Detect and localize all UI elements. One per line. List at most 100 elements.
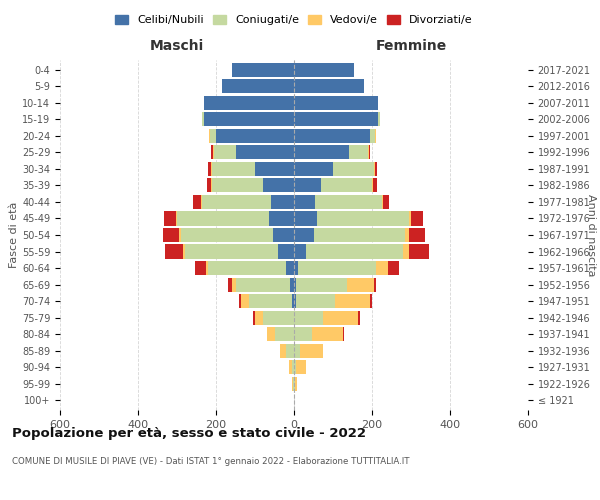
Bar (201, 195, 202, 209)
Bar (292, 376, 293, 390)
Bar (316, 195, 382, 209)
Bar (294, 178, 322, 192)
Bar (292, 360, 294, 374)
Bar (374, 278, 376, 291)
Bar (294, 327, 311, 341)
Bar (211, 146, 213, 160)
Bar (206, 261, 208, 275)
Bar (343, 327, 344, 341)
Y-axis label: Anni di nascita: Anni di nascita (586, 194, 596, 276)
Bar (292, 294, 294, 308)
Bar (177, 212, 269, 226)
Bar (164, 212, 176, 226)
Bar (286, 261, 294, 275)
Bar (212, 162, 255, 176)
Bar (213, 146, 214, 160)
Bar (294, 344, 300, 357)
Bar (271, 195, 294, 209)
Bar (212, 178, 263, 192)
Bar (323, 310, 358, 324)
Bar (375, 162, 377, 176)
Bar (193, 195, 201, 209)
Bar (241, 294, 249, 308)
Bar (210, 129, 216, 143)
Legend: Celibi/Nubili, Coniugati/e, Vedovi/e, Divorziati/e: Celibi/Nubili, Coniugati/e, Vedovi/e, Di… (111, 10, 477, 30)
Bar (296, 278, 347, 291)
Bar (294, 63, 355, 77)
Bar (294, 112, 378, 126)
Bar (374, 162, 375, 176)
Bar (179, 228, 181, 242)
Bar (314, 228, 405, 242)
Bar (269, 212, 294, 226)
Bar (382, 195, 383, 209)
Bar (378, 112, 380, 126)
Bar (255, 310, 263, 324)
Bar (202, 195, 271, 209)
Bar (232, 63, 294, 77)
Bar (409, 212, 411, 226)
Bar (209, 129, 210, 143)
Bar (411, 212, 422, 226)
Bar (208, 261, 286, 275)
Bar (294, 228, 314, 242)
Bar (322, 178, 372, 192)
Bar (266, 327, 275, 341)
Bar (294, 146, 349, 160)
Bar (181, 228, 272, 242)
Bar (333, 162, 374, 176)
Bar (289, 360, 292, 374)
Bar (204, 112, 294, 126)
Bar (239, 294, 241, 308)
Bar (311, 327, 343, 341)
Bar (208, 162, 211, 176)
Bar (294, 294, 296, 308)
Bar (375, 129, 376, 143)
Bar (388, 261, 400, 275)
Bar (275, 327, 294, 341)
Bar (405, 228, 409, 242)
Bar (165, 244, 183, 258)
Bar (349, 146, 368, 160)
Bar (216, 129, 294, 143)
Bar (249, 294, 292, 308)
Bar (294, 376, 295, 390)
Bar (253, 310, 255, 324)
Bar (294, 80, 364, 94)
Bar (409, 244, 428, 258)
Bar (228, 278, 232, 291)
Bar (176, 212, 177, 226)
Text: Maschi: Maschi (150, 40, 204, 54)
Bar (255, 162, 294, 176)
Bar (294, 129, 370, 143)
Bar (194, 261, 206, 275)
Bar (294, 244, 306, 258)
Bar (294, 261, 298, 275)
Bar (208, 178, 211, 192)
Bar (300, 344, 323, 357)
Bar (294, 96, 378, 110)
Bar (306, 244, 403, 258)
Bar (278, 244, 294, 258)
Text: Femmine: Femmine (376, 40, 446, 54)
Bar (358, 310, 360, 324)
Bar (163, 228, 179, 242)
Y-axis label: Fasce di età: Fasce di età (9, 202, 19, 268)
Bar (183, 244, 185, 258)
Bar (296, 360, 306, 374)
Bar (409, 228, 425, 242)
Bar (222, 80, 294, 94)
Bar (298, 261, 376, 275)
Bar (294, 278, 296, 291)
Bar (211, 162, 212, 176)
Bar (211, 178, 212, 192)
Bar (280, 344, 286, 357)
Bar (202, 112, 204, 126)
Bar (294, 212, 317, 226)
Bar (295, 376, 297, 390)
Bar (373, 178, 377, 192)
Bar (403, 244, 409, 258)
Bar (335, 294, 370, 308)
Bar (286, 344, 294, 357)
Bar (372, 178, 373, 192)
